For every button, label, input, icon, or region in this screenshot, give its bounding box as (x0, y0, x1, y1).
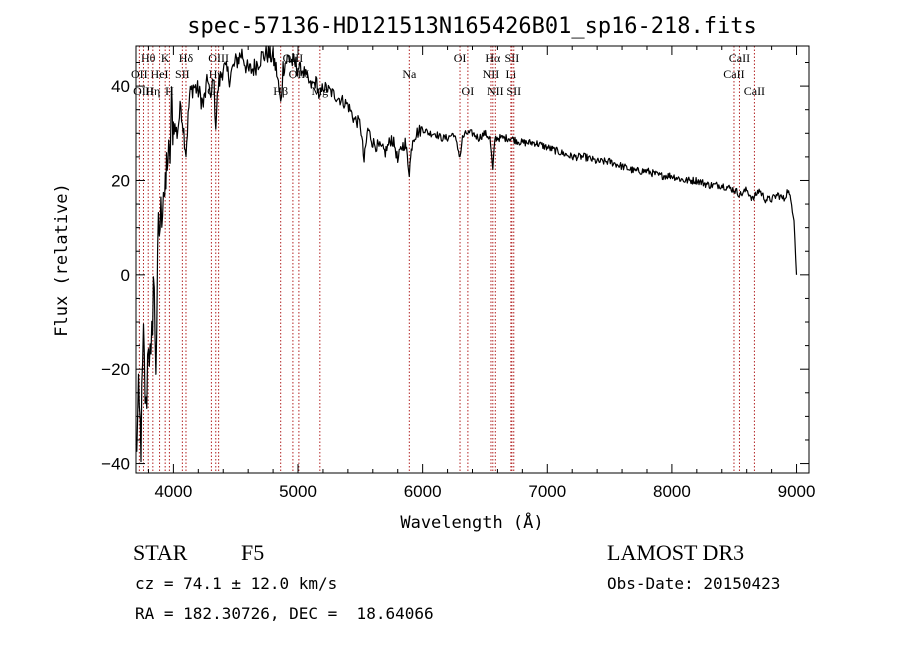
x-tick-label: 6000 (404, 482, 442, 501)
line-marker-label: SII (506, 84, 521, 98)
line-marker-label: OIII (208, 51, 229, 65)
y-tick-label: −20 (101, 360, 130, 379)
chart-title: spec-57136-HD121513N165426B01_sp16-218.f… (187, 14, 757, 39)
line-marker-label: NII (483, 67, 500, 81)
y-tick-label: 0 (121, 266, 130, 285)
line-marker-label: Li (506, 67, 517, 81)
line-marker-label: CaII (723, 67, 744, 81)
flux-series-line (135, 45, 798, 463)
line-marker-label: Hβ (273, 84, 288, 98)
line-marker-label: OI (462, 84, 475, 98)
x-axis-label: Wavelength (Å) (400, 511, 543, 533)
line-marker-label: SII (175, 67, 190, 81)
line-marker-label: Hα (485, 51, 501, 65)
x-tick-label: 4000 (154, 482, 192, 501)
plot-frame (135, 45, 810, 474)
x-tick-label: 5000 (279, 482, 317, 501)
coordinates: RA = 182.30726, DEC = 18.64066 (135, 604, 434, 623)
y-tick-label: 20 (111, 171, 130, 190)
line-marker-label: Hθ (141, 51, 156, 65)
line-marker-label: Hδ (179, 51, 194, 65)
spectral-subclass: F5 (241, 540, 265, 565)
line-marker-label: Hη (145, 84, 160, 98)
y-tick-label: 40 (111, 77, 130, 96)
line-marker-label: OII (131, 67, 148, 81)
redshift-readout: cz = 74.1 ± 12.0 km/s (135, 574, 338, 593)
axes: 4000 5000 6000 7000 8000 9000 −40 −20 0 20 40 (101, 46, 815, 501)
survey-name: LAMOST DR3 (607, 540, 745, 565)
line-marker-label: H (165, 84, 174, 98)
obs-date: Obs-Date: 20150423 (607, 574, 781, 593)
x-tick-label: 9000 (778, 482, 816, 501)
line-marker-label: OI (454, 51, 467, 65)
line-marker-label: CaII (729, 51, 750, 65)
line-marker-label: Na (402, 67, 417, 81)
y-axis-label: Flux (relative) (52, 183, 72, 337)
x-tick-label: 7000 (528, 482, 566, 501)
line-marker-label: HeI (151, 67, 169, 81)
line-marker-label: SII (505, 51, 520, 65)
line-marker-label: CaII (744, 84, 765, 98)
object-class: STAR (133, 540, 188, 565)
y-tick-label: −40 (101, 455, 130, 474)
x-tick-label: 8000 (653, 482, 691, 501)
line-marker-label: K (161, 51, 170, 65)
line-marker-label: NII (487, 84, 504, 98)
line-marker-label: OIII (133, 84, 154, 98)
